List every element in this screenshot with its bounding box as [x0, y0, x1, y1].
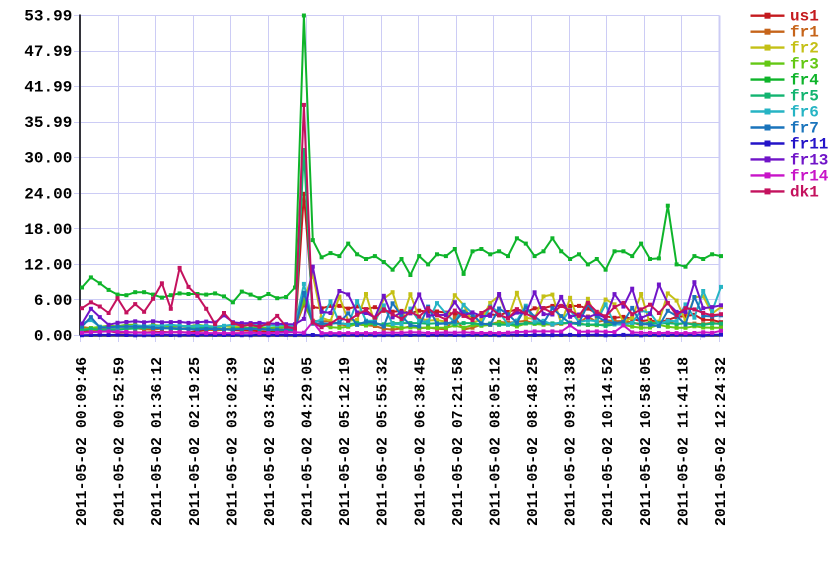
svg-text:2011-05-02 02:19:25: 2011-05-02 02:19:25 — [187, 357, 204, 526]
svg-text:fr2: fr2 — [790, 40, 819, 58]
svg-text:2011-05-02 08:48:25: 2011-05-02 08:48:25 — [525, 357, 542, 526]
svg-text:us1: us1 — [790, 8, 819, 26]
svg-text:2011-05-02 05:12:19: 2011-05-02 05:12:19 — [337, 357, 354, 526]
svg-text:2011-05-02 10:58:05: 2011-05-02 10:58:05 — [638, 357, 655, 526]
svg-text:2011-05-02 04:29:05: 2011-05-02 04:29:05 — [300, 357, 317, 526]
svg-text:2011-05-02 11:41:18: 2011-05-02 11:41:18 — [675, 357, 692, 526]
svg-text:2011-05-02 00:09:46: 2011-05-02 00:09:46 — [74, 357, 91, 526]
svg-text:2011-05-02 12:24:32: 2011-05-02 12:24:32 — [713, 357, 730, 526]
svg-text:2011-05-02 09:31:38: 2011-05-02 09:31:38 — [563, 357, 580, 526]
svg-text:fr13: fr13 — [790, 151, 828, 169]
svg-text:fr1: fr1 — [790, 24, 819, 42]
svg-text:35.99: 35.99 — [24, 114, 72, 132]
svg-text:12.00: 12.00 — [24, 256, 72, 274]
svg-text:2011-05-02 03:02:39: 2011-05-02 03:02:39 — [224, 357, 241, 526]
svg-text:fr14: fr14 — [790, 167, 829, 185]
svg-text:2011-05-02 07:21:58: 2011-05-02 07:21:58 — [450, 357, 467, 526]
svg-text:2011-05-02 03:45:52: 2011-05-02 03:45:52 — [262, 357, 279, 526]
svg-text:53.99: 53.99 — [24, 8, 72, 26]
svg-text:6.00: 6.00 — [34, 292, 72, 310]
svg-text:0.00: 0.00 — [34, 328, 72, 346]
svg-text:dk1: dk1 — [790, 183, 819, 201]
svg-text:47.99: 47.99 — [24, 43, 72, 61]
svg-text:fr5: fr5 — [790, 88, 819, 106]
svg-text:2011-05-02 08:05:12: 2011-05-02 08:05:12 — [487, 357, 504, 526]
svg-text:30.00: 30.00 — [24, 150, 72, 168]
svg-text:2011-05-02 10:14:52: 2011-05-02 10:14:52 — [600, 357, 617, 526]
svg-text:fr7: fr7 — [790, 120, 819, 138]
svg-text:fr6: fr6 — [790, 104, 819, 122]
svg-text:2011-05-02 06:38:45: 2011-05-02 06:38:45 — [412, 357, 429, 526]
svg-text:24.00: 24.00 — [24, 185, 72, 203]
svg-text:2011-05-02 01:36:12: 2011-05-02 01:36:12 — [149, 357, 166, 526]
svg-text:fr4: fr4 — [790, 72, 819, 90]
svg-text:2011-05-02 05:55:32: 2011-05-02 05:55:32 — [375, 357, 392, 526]
svg-text:2011-05-02 00:52:59: 2011-05-02 00:52:59 — [112, 357, 129, 526]
svg-text:41.99: 41.99 — [24, 79, 72, 97]
svg-text:fr3: fr3 — [790, 56, 819, 74]
svg-text:fr11: fr11 — [790, 136, 828, 154]
svg-text:18.00: 18.00 — [24, 221, 72, 239]
